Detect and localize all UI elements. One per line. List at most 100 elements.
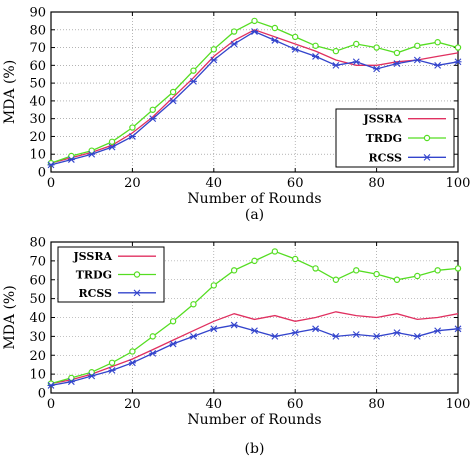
legend-item-rcss: RCSS bbox=[78, 287, 156, 300]
x-tick-label: 80 bbox=[368, 397, 385, 412]
y-tick-label: 60 bbox=[29, 273, 46, 288]
legend: JSSRA TRDG RCSS bbox=[57, 246, 165, 303]
y-tick-label: 80 bbox=[29, 23, 46, 38]
series-line bbox=[50, 311, 459, 385]
chart-caption: (a) bbox=[245, 207, 264, 223]
data-point bbox=[373, 65, 381, 73]
data-point bbox=[129, 348, 136, 355]
x-tick-label: 60 bbox=[287, 397, 304, 412]
data-point bbox=[373, 332, 381, 340]
data-point bbox=[190, 67, 197, 74]
y-tick-label: 80 bbox=[29, 236, 46, 251]
data-point bbox=[68, 374, 75, 382]
data-point bbox=[454, 58, 462, 66]
data-point bbox=[373, 270, 380, 278]
x-tick-label: 60 bbox=[287, 176, 304, 191]
y-tick-label: 0 bbox=[38, 387, 46, 402]
data-point bbox=[149, 106, 156, 113]
data-point bbox=[169, 340, 177, 348]
data-point bbox=[312, 265, 319, 272]
data-point bbox=[230, 28, 238, 35]
x-tick-label: 20 bbox=[124, 397, 141, 412]
y-tick-label: 70 bbox=[29, 41, 46, 56]
x-tick-label: 40 bbox=[206, 397, 223, 412]
data-point bbox=[47, 161, 55, 169]
x-tick-label: 100 bbox=[446, 397, 471, 412]
data-point bbox=[190, 301, 197, 308]
data-point bbox=[271, 37, 279, 44]
data-point bbox=[88, 372, 96, 380]
x-tick-label: 80 bbox=[368, 176, 385, 191]
legend-label: TRDG bbox=[366, 132, 402, 145]
data-point bbox=[210, 46, 217, 53]
data-point bbox=[251, 257, 258, 265]
data-point bbox=[68, 152, 75, 160]
legend-item-jssra: JSSRA bbox=[72, 250, 156, 263]
data-point bbox=[312, 42, 319, 49]
data-point bbox=[169, 97, 177, 105]
data-point bbox=[423, 153, 431, 161]
data-point bbox=[169, 88, 177, 96]
data-point bbox=[128, 133, 136, 140]
data-point bbox=[230, 40, 238, 48]
data-point bbox=[353, 267, 360, 274]
data-point bbox=[210, 56, 218, 64]
data-point bbox=[332, 276, 340, 283]
y-axis-label: MDA (%) bbox=[2, 285, 18, 349]
data-point bbox=[291, 45, 299, 53]
data-point bbox=[454, 44, 462, 51]
data-point bbox=[128, 359, 136, 367]
legend-label: JSSRA bbox=[362, 113, 402, 126]
data-point bbox=[230, 321, 238, 329]
y-tick-label: 50 bbox=[29, 292, 46, 307]
data-point bbox=[108, 359, 116, 366]
y-tick-label: 10 bbox=[29, 148, 46, 163]
plot-frame bbox=[50, 241, 459, 394]
data-point bbox=[393, 329, 401, 336]
y-tick-label: 50 bbox=[29, 77, 46, 92]
data-point bbox=[271, 24, 279, 32]
data-point bbox=[271, 332, 279, 340]
data-point bbox=[454, 265, 462, 272]
data-point bbox=[454, 325, 462, 333]
x-tick-label: 0 bbox=[47, 397, 55, 412]
data-point bbox=[88, 147, 95, 154]
series-jssra bbox=[50, 311, 459, 385]
data-point bbox=[251, 28, 258, 35]
data-point bbox=[434, 267, 441, 274]
data-point bbox=[434, 61, 442, 69]
data-point bbox=[108, 366, 116, 374]
data-point bbox=[332, 47, 340, 55]
data-point bbox=[413, 332, 421, 340]
data-point bbox=[393, 49, 401, 57]
x-axis-label: Number of Rounds bbox=[187, 412, 321, 428]
data-point bbox=[47, 382, 55, 389]
data-point bbox=[67, 156, 75, 163]
data-point bbox=[414, 42, 421, 49]
legend-item-trdg: TRDG bbox=[76, 269, 156, 282]
y-tick-label: 20 bbox=[29, 130, 46, 145]
legend-label: RCSS bbox=[78, 287, 112, 300]
data-point bbox=[67, 378, 75, 386]
data-point bbox=[332, 61, 340, 69]
data-point bbox=[210, 325, 218, 333]
data-point bbox=[312, 325, 320, 333]
series-rcss bbox=[47, 28, 462, 169]
legend-item-rcss: RCSS bbox=[368, 151, 446, 164]
data-point bbox=[291, 329, 299, 336]
data-point bbox=[189, 77, 197, 85]
data-point bbox=[133, 271, 141, 278]
y-tick-label: 10 bbox=[29, 368, 46, 383]
chart-caption: (b) bbox=[245, 441, 265, 457]
x-tick-label: 100 bbox=[446, 176, 471, 191]
x-tick-label: 20 bbox=[124, 176, 141, 191]
x-tick-label: 0 bbox=[47, 176, 55, 191]
series-trdg bbox=[47, 17, 462, 167]
y-tick-label: 0 bbox=[38, 166, 46, 181]
data-point bbox=[169, 318, 177, 325]
legend-label: TRDG bbox=[76, 269, 112, 282]
data-point bbox=[210, 282, 217, 289]
series-jssra bbox=[50, 29, 459, 164]
